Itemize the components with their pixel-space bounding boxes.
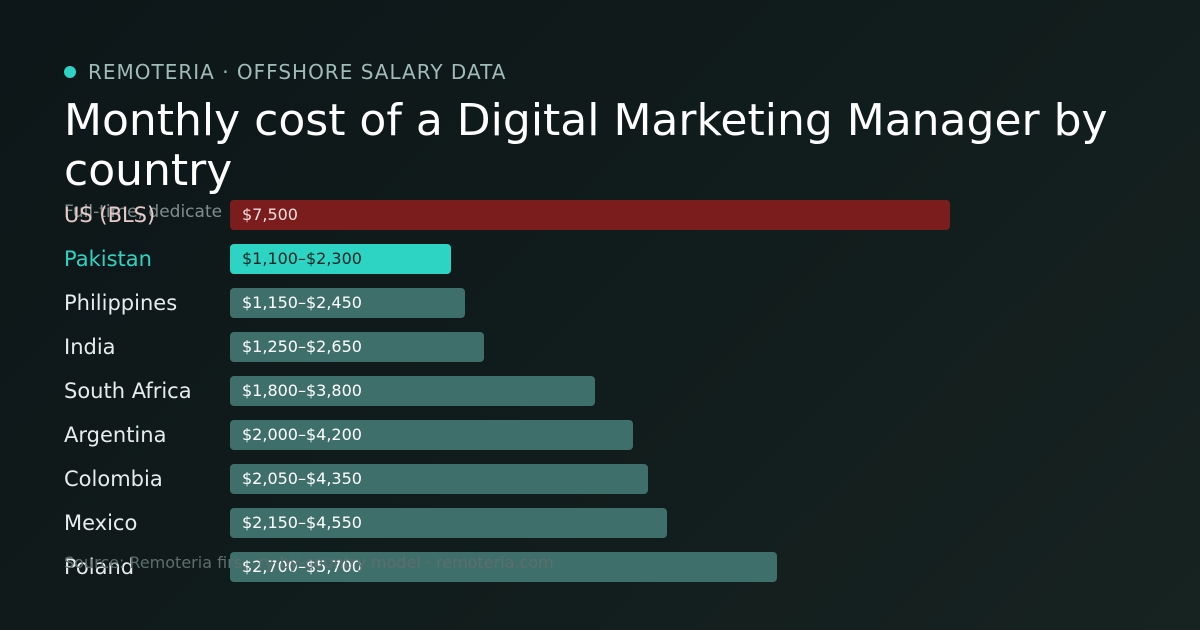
bar-philippines: $1,150–$2,450 bbox=[230, 288, 465, 318]
category-label-mexico: Mexico bbox=[64, 511, 138, 535]
category-label-argentina: Argentina bbox=[64, 423, 167, 447]
value-label-pakistan: $1,100–$2,300 bbox=[242, 249, 362, 268]
category-label-philippines: Philippines bbox=[64, 291, 178, 315]
value-label-us-bls: $7,500 bbox=[242, 205, 298, 224]
category-label-us-bls: US (BLS) bbox=[64, 203, 156, 227]
bar-us-bls: $7,500 bbox=[230, 200, 950, 230]
brand-row: REMOTERIA · OFFSHORE SALARY DATA bbox=[64, 58, 506, 86]
bar-poland: $2,700–$5,700 bbox=[230, 552, 777, 582]
chart-subtitle: Full-time, dedicate bbox=[64, 202, 223, 222]
value-label-poland: $2,700–$5,700 bbox=[242, 557, 362, 576]
value-label-south-africa: $1,800–$3,800 bbox=[242, 381, 362, 400]
value-label-philippines: $1,150–$2,450 bbox=[242, 293, 362, 312]
bar-pakistan: $1,100–$2,300 bbox=[230, 244, 451, 274]
category-label-south-africa: South Africa bbox=[64, 379, 192, 403]
bar-south-africa: $1,800–$3,800 bbox=[230, 376, 595, 406]
brand-dot-icon bbox=[64, 66, 76, 78]
value-label-colombia: $2,050–$4,350 bbox=[242, 469, 362, 488]
brand-label: REMOTERIA · OFFSHORE SALARY DATA bbox=[88, 60, 507, 84]
bar-mexico: $2,150–$4,550 bbox=[230, 508, 667, 538]
value-label-argentina: $2,000–$4,200 bbox=[242, 425, 362, 444]
category-label-pakistan: Pakistan bbox=[64, 247, 152, 271]
value-label-mexico: $2,150–$4,550 bbox=[242, 513, 362, 532]
chart-title: Monthly cost of a Digital Marketing Mana… bbox=[64, 95, 1108, 196]
category-label-poland: Poland bbox=[64, 555, 135, 579]
category-label-india: India bbox=[64, 335, 116, 359]
bar-colombia: $2,050–$4,350 bbox=[230, 464, 648, 494]
bar-argentina: $2,000–$4,200 bbox=[230, 420, 633, 450]
source-footer: Source: Remoteria firs…ry-by-country mod… bbox=[64, 553, 554, 572]
bar-india: $1,250–$2,650 bbox=[230, 332, 484, 362]
category-label-colombia: Colombia bbox=[64, 467, 163, 491]
value-label-india: $1,250–$2,650 bbox=[242, 337, 362, 356]
